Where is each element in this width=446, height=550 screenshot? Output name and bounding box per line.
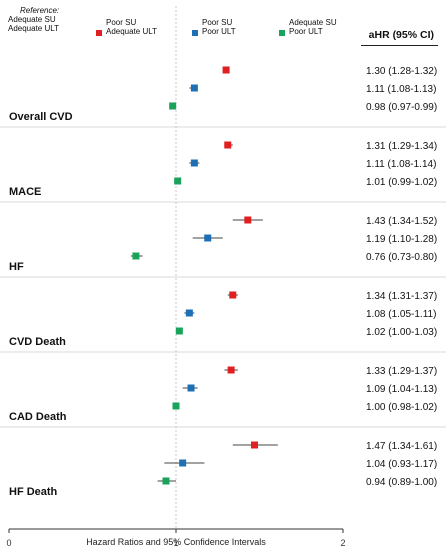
legend-swatch-blue xyxy=(192,30,198,36)
legend-item-poor-su-poor-ult: Poor SU Poor ULT xyxy=(192,18,236,36)
hr-marker xyxy=(172,402,180,410)
group-label: CAD Death xyxy=(9,411,67,423)
legend-item-adequate-su-poor-ult: Adequate SU Poor ULT xyxy=(279,18,337,36)
legend-item-line: Poor SU xyxy=(202,18,233,27)
ci-value-text: 1.19 (1.10-1.28) xyxy=(366,234,437,245)
ci-value-text: 1.01 (0.99-1.02) xyxy=(366,177,437,188)
ci-value-text: 1.43 (1.34-1.52) xyxy=(366,216,437,227)
legend-item-poor-su-adequate-ult: Poor SU Adequate ULT xyxy=(96,18,157,36)
ci-value-text: 1.47 (1.34-1.61) xyxy=(366,441,437,452)
ci-value-text: 1.11 (1.08-1.13) xyxy=(366,84,436,95)
legend-reference-title: Reference: xyxy=(20,6,60,15)
ci-header-rule xyxy=(361,45,438,46)
legend-item-line: Poor ULT xyxy=(289,27,323,36)
hr-marker xyxy=(169,102,177,110)
hr-marker xyxy=(174,177,182,185)
ci-value-text: 1.30 (1.28-1.32) xyxy=(366,66,437,77)
hr-marker xyxy=(132,252,140,260)
ci-value-text: 1.31 (1.29-1.34) xyxy=(366,141,437,152)
ci-value-text: 1.02 (1.00-1.03) xyxy=(366,327,437,338)
legend-item-line: Poor ULT xyxy=(202,27,236,36)
ci-value-text: 1.04 (0.93-1.17) xyxy=(366,459,437,470)
hr-marker xyxy=(187,384,195,392)
hr-marker xyxy=(229,291,237,299)
ci-value-text: 0.98 (0.97-0.99) xyxy=(366,102,437,113)
legend-swatch-red xyxy=(96,30,102,36)
group-label: Overall CVD xyxy=(9,111,73,123)
ci-value-text: 0.94 (0.89-1.00) xyxy=(366,477,437,488)
legend-swatch-green xyxy=(279,30,285,36)
legend-reference-line-2: Adequate ULT xyxy=(8,24,59,33)
legend-reference: Reference: Adequate SU Adequate ULT xyxy=(8,6,68,33)
legend-item-line: Poor SU xyxy=(106,18,137,27)
hr-marker xyxy=(190,159,198,167)
group-label: CVD Death xyxy=(9,336,66,348)
group-label: HF Death xyxy=(9,486,58,498)
hr-marker xyxy=(190,84,198,92)
ci-value-text: 1.00 (0.98-1.02) xyxy=(366,402,437,413)
ci-value-text: 1.08 (1.05-1.11) xyxy=(366,309,436,320)
x-axis-label: Hazard Ratios and 95% Confidence Interva… xyxy=(86,537,266,547)
ci-value-text: 1.11 (1.08-1.14) xyxy=(366,159,436,170)
ci-value-text: 0.76 (0.73-0.80) xyxy=(366,252,437,263)
x-tick-label: 1 xyxy=(173,538,178,548)
hr-marker xyxy=(204,234,212,242)
hr-marker xyxy=(185,309,193,317)
hr-marker xyxy=(244,216,252,224)
hr-marker xyxy=(250,441,258,449)
ci-value-text: 1.34 (1.31-1.37) xyxy=(366,291,437,302)
group-label: MACE xyxy=(9,186,41,198)
ci-value-text: 1.09 (1.04-1.13) xyxy=(366,384,437,395)
legend-item-line: Adequate SU xyxy=(289,18,337,27)
hr-marker xyxy=(224,141,232,149)
x-tick-label: 2 xyxy=(340,538,345,548)
hr-marker xyxy=(179,459,187,467)
legend-reference-line-1: Adequate SU xyxy=(8,15,56,24)
hr-marker xyxy=(227,366,235,374)
x-tick-label: 0 xyxy=(6,538,11,548)
legend-item-line: Adequate ULT xyxy=(106,27,157,36)
hr-marker xyxy=(222,66,230,74)
hr-marker xyxy=(162,477,170,485)
ci-column-header: aHR (95% CI) xyxy=(368,29,434,41)
hr-marker xyxy=(175,327,183,335)
ci-value-text: 1.33 (1.29-1.37) xyxy=(366,366,437,377)
group-label: HF xyxy=(9,261,24,273)
